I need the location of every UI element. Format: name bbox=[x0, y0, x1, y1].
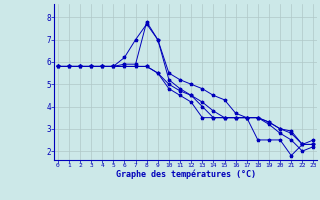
X-axis label: Graphe des températures (°C): Graphe des températures (°C) bbox=[116, 170, 256, 179]
